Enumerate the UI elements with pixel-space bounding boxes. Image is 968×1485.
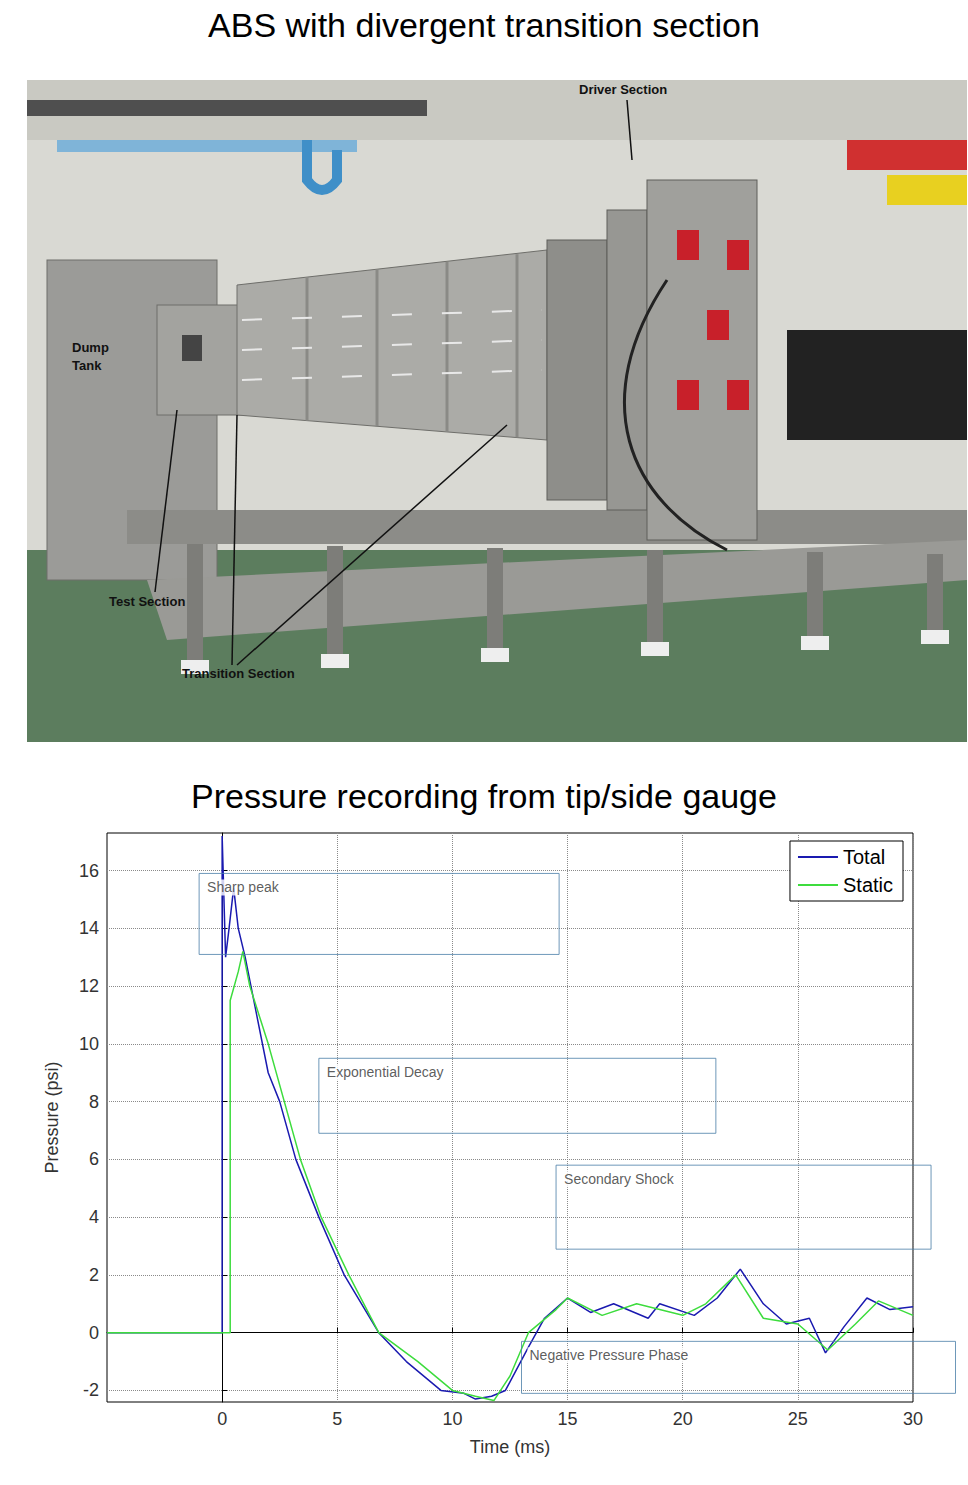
svg-text:0: 0	[89, 1323, 99, 1343]
svg-text:6: 6	[89, 1149, 99, 1169]
svg-text:Secondary Shock: Secondary Shock	[564, 1171, 675, 1187]
svg-text:Pressure (psi): Pressure (psi)	[42, 1061, 62, 1173]
svg-text:10: 10	[79, 1034, 99, 1054]
svg-text:16: 16	[79, 861, 99, 881]
svg-text:Sharp peak: Sharp peak	[207, 879, 280, 895]
svg-text:4: 4	[89, 1207, 99, 1227]
svg-text:Transition Section: Transition Section	[182, 666, 295, 681]
svg-text:14: 14	[79, 918, 99, 938]
svg-text:12: 12	[79, 976, 99, 996]
svg-text:Exponential Decay: Exponential Decay	[327, 1064, 444, 1080]
svg-text:Negative Pressure Phase: Negative Pressure Phase	[530, 1347, 689, 1363]
svg-text:15: 15	[558, 1409, 578, 1429]
svg-text:Test Section: Test Section	[109, 594, 185, 609]
svg-text:2: 2	[89, 1265, 99, 1285]
svg-text:8: 8	[89, 1092, 99, 1112]
svg-text:30: 30	[903, 1409, 923, 1429]
svg-text:5: 5	[332, 1409, 342, 1429]
html-text:ABS with divergent transition: ABS with divergent transition section	[208, 6, 760, 44]
svg-text:Driver Section: Driver Section	[579, 82, 667, 97]
svg-text:20: 20	[673, 1409, 693, 1429]
svg-text:10: 10	[442, 1409, 462, 1429]
svg-text:Pressure recording from tip/si: Pressure recording from tip/side gauge	[191, 777, 777, 815]
svg-text:Dump: Dump	[72, 340, 109, 355]
svg-text:Total: Total	[843, 846, 885, 868]
svg-text:25: 25	[788, 1409, 808, 1429]
svg-text:Time (ms): Time (ms)	[470, 1437, 550, 1457]
svg-text:Static: Static	[843, 874, 893, 896]
svg-text:0: 0	[217, 1409, 227, 1429]
svg-text:Tank: Tank	[72, 358, 102, 373]
svg-text:-2: -2	[83, 1380, 99, 1400]
